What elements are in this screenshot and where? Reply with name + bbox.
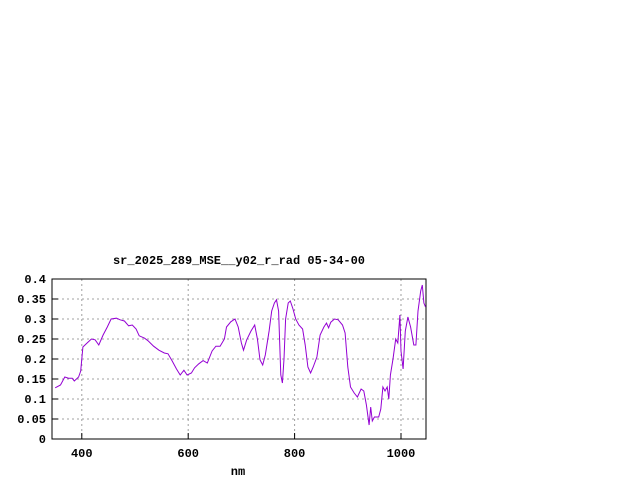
x-tick-label: 800 [284, 447, 306, 461]
chart-title: sr_2025_289_MSE__y02_r_rad 05-34-00 [113, 254, 365, 268]
y-tick-label: 0.1 [24, 393, 46, 407]
y-tick-label: 0.3 [24, 313, 46, 327]
y-tick-label: 0 [39, 433, 46, 447]
y-tick-label: 0.25 [17, 333, 46, 347]
x-tick-label: 400 [71, 447, 93, 461]
x-tick-label: 600 [177, 447, 199, 461]
y-tick-label: 0.4 [24, 273, 46, 287]
plot-frame [51, 278, 427, 440]
x-tick-label: 1000 [387, 447, 416, 461]
data-line [54, 284, 426, 426]
x-axis-label: nm [231, 465, 245, 479]
y-tick-label: 0.35 [17, 293, 46, 307]
y-tick-label: 0.05 [17, 413, 46, 427]
y-tick-label: 0.15 [17, 373, 46, 387]
y-tick-label: 0.2 [24, 353, 46, 367]
